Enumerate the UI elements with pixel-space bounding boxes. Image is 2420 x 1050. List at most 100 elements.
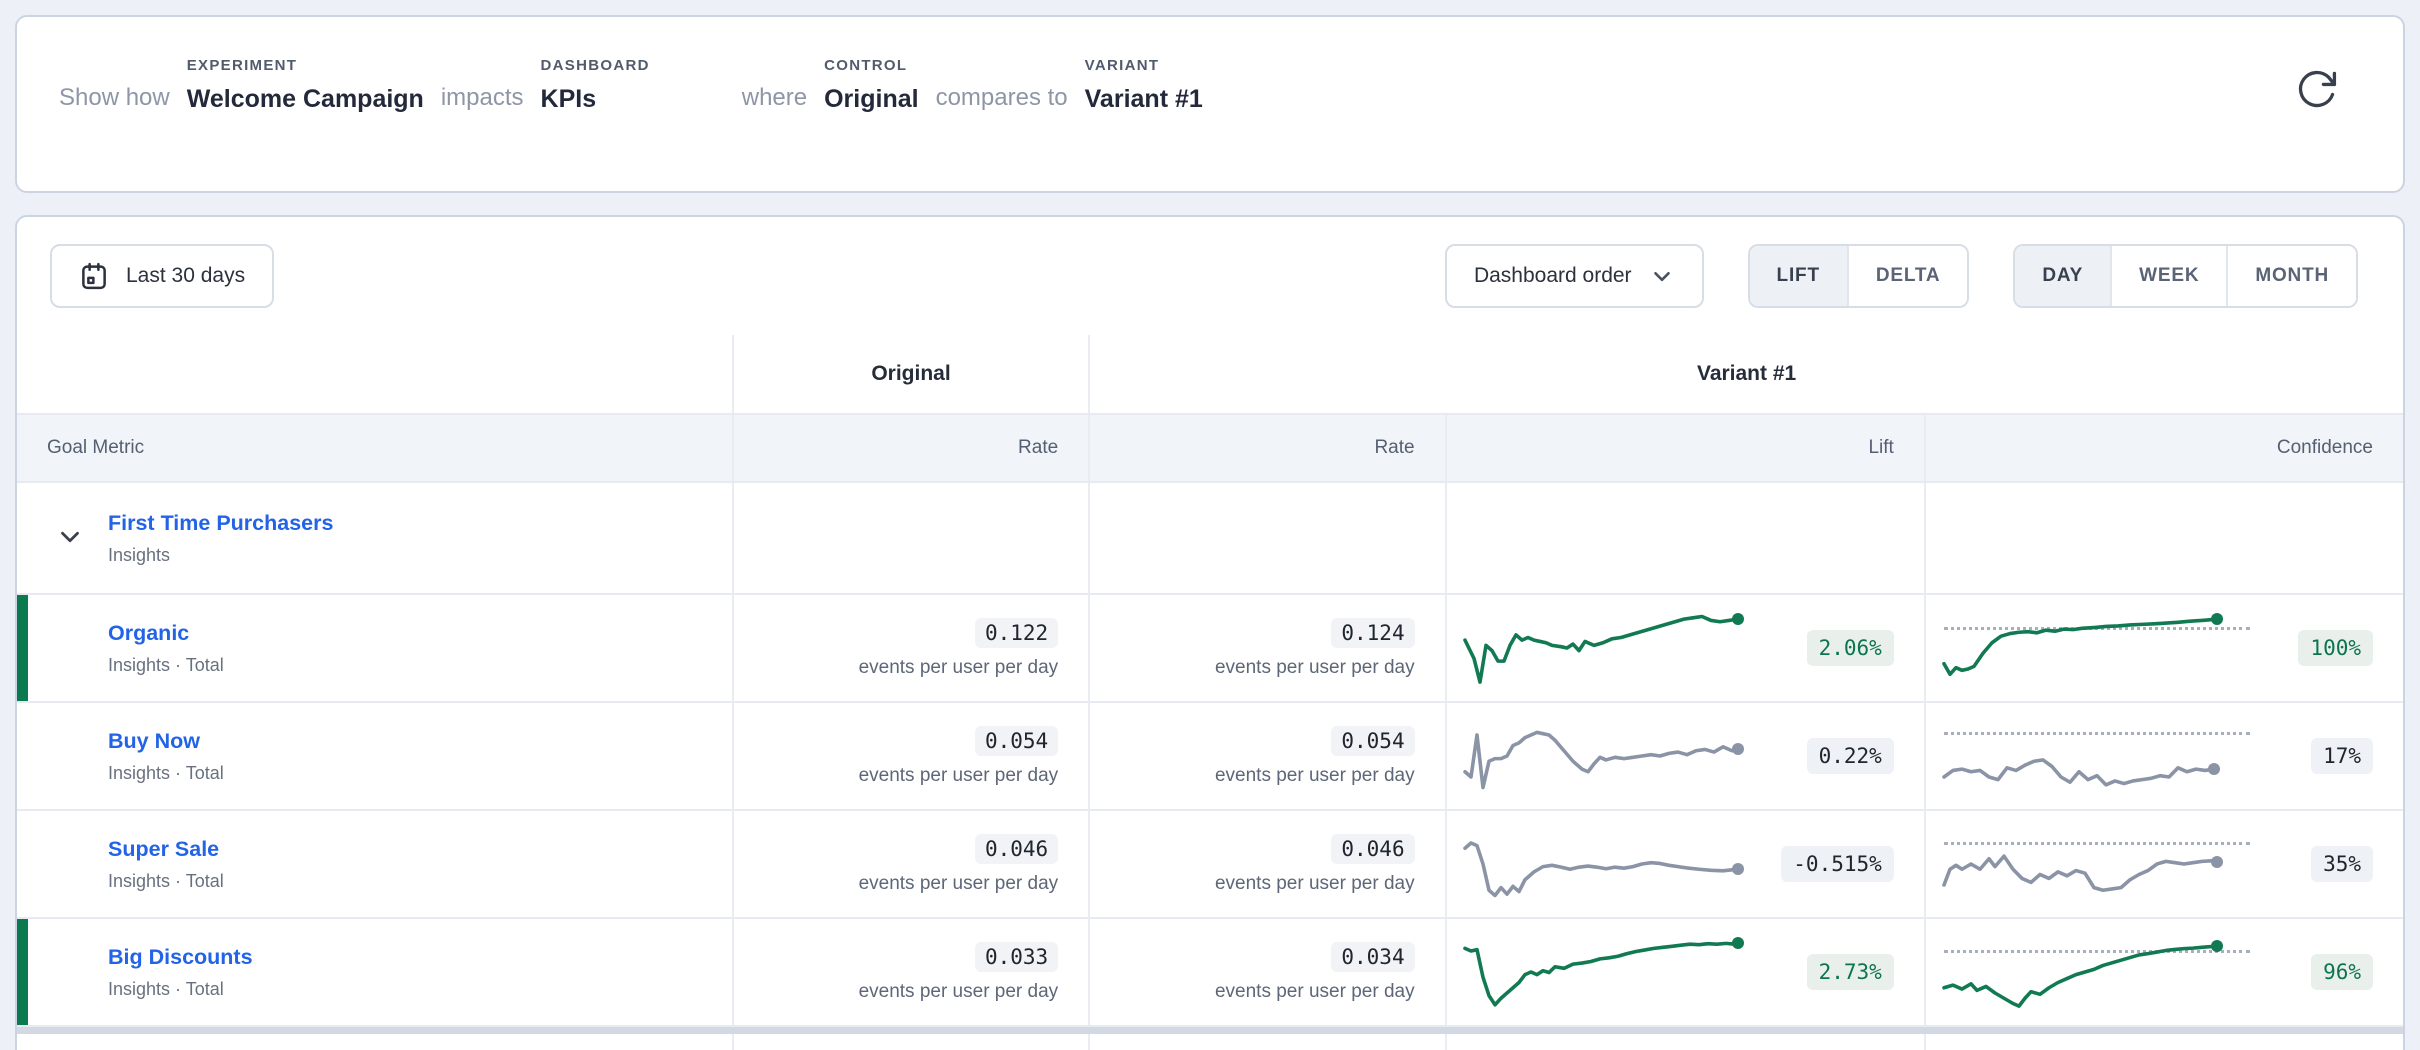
experiment-label: EXPERIMENT (186, 57, 298, 74)
metric-source-label: Insights · Total (108, 978, 224, 999)
variant-rate-cell: 0.034 events per user per day (1090, 919, 1447, 1025)
rate-unit-label: events per user per day (858, 980, 1059, 1002)
variant-label: VARIANT (1084, 57, 1160, 74)
empty-cell (1926, 1034, 2403, 1050)
control-selector[interactable]: Original (824, 85, 919, 113)
metric-name-link[interactable]: Organic (108, 620, 190, 645)
lift-cell: 2.06% (1447, 595, 1926, 701)
dashboard-label: DASHBOARD (540, 57, 650, 74)
confidence-sparkline-endpoint-dot (2207, 763, 2220, 776)
lift-value-badge: -0.515% (1781, 846, 1894, 882)
expand-collapse-button[interactable] (55, 522, 85, 552)
chevron-down-icon (55, 531, 85, 555)
confidence-value-badge: 35% (2311, 846, 2373, 882)
table-column-header-row: Goal Metric Rate Rate Lift Confidence (17, 415, 2403, 483)
goal-metric-cell: Super Sale Insights · Total (17, 811, 734, 917)
sort-order-dropdown[interactable]: Dashboard order (1444, 244, 1704, 308)
experiment-selector[interactable]: Welcome Campaign (186, 85, 424, 113)
toggle-delta[interactable]: DELTA (1846, 246, 1968, 306)
control-column-header: Original (734, 335, 1091, 413)
metric-name-link[interactable]: Super Sale (108, 836, 220, 861)
toggle-lift[interactable]: LIFT (1749, 246, 1847, 306)
toggle-day[interactable]: DAY (2015, 246, 2111, 306)
group-name-link[interactable]: First Time Purchasers (108, 510, 334, 535)
confidence-sparkline-endpoint-dot (2210, 855, 2223, 868)
confidence-sparkline (1944, 714, 2250, 798)
toggle-month[interactable]: MONTH (2226, 246, 2356, 306)
lift-sparkline (1465, 930, 1765, 1014)
control-rate-value: 0.046 (974, 833, 1059, 864)
refresh-button[interactable] (2295, 67, 2339, 111)
sentence-prefix: Show how (59, 84, 170, 111)
granularity-toggle: DAY WEEK MONTH (2013, 244, 2358, 308)
goal-metric-cell: First Time Purchasers Insights (17, 483, 734, 593)
goal-metric-column-header: Goal Metric (17, 415, 734, 481)
control-label: CONTROL (824, 57, 908, 74)
lift-sparkline (1465, 822, 1765, 906)
toolbar: Last 30 days Dashboard order LIFT DELTA D… (17, 217, 2403, 335)
control-rate-cell: 0.046 events per user per day (734, 811, 1091, 917)
metric-name-link[interactable]: Buy Now (108, 728, 200, 753)
confidence-sparkline-endpoint-dot (2210, 939, 2223, 952)
lift-cell: 0.22% (1447, 703, 1926, 809)
metric-source-label: Insights · Total (108, 870, 224, 891)
variant-rate-cell: 0.124 events per user per day (1090, 595, 1447, 701)
table-body: First Time Purchasers Insights Organic Insi… (17, 483, 2403, 1027)
horizontal-scrollbar[interactable] (17, 1027, 2403, 1034)
variant-rate-column-header: Rate (1090, 415, 1447, 481)
lift-sparkline (1465, 606, 1765, 690)
control-rate-column-header: Rate (734, 415, 1091, 481)
control-rate-value: 0.122 (974, 617, 1059, 648)
confidence-sparkline (1944, 606, 2250, 690)
toggle-week[interactable]: WEEK (2110, 246, 2227, 306)
confidence-value-badge: 17% (2311, 738, 2373, 774)
report-sentence: Show how EXPERIMENT Welcome Campaign imp… (17, 17, 2403, 114)
dashboard-group-row: First Time Purchasers Insights (17, 483, 2403, 595)
control-slot: CONTROL Original (824, 57, 918, 114)
variant-selector[interactable]: Variant #1 (1084, 85, 1203, 113)
date-range-button[interactable]: Last 30 days (50, 244, 275, 308)
empty-cell (17, 1034, 734, 1050)
table-row-clipped (17, 1034, 2403, 1050)
confidence-sparkline-endpoint-dot (2210, 613, 2223, 626)
lift-value-badge: 2.73% (1806, 954, 1894, 990)
control-rate-cell: 0.122 events per user per day (734, 595, 1091, 701)
significance-threshold-line (1943, 732, 2250, 736)
significance-threshold-line (1943, 949, 2250, 953)
confidence-column-header: Confidence (2276, 437, 2373, 458)
confidence-value-badge: 96% (2311, 954, 2373, 990)
rate-unit-label: events per user per day (1214, 764, 1415, 786)
significance-threshold-line (1943, 841, 2250, 845)
metric-source-label: Insights · Total (108, 762, 224, 783)
variant-rate-value: 0.054 (1331, 725, 1415, 756)
sort-order-label: Dashboard order (1473, 264, 1632, 287)
refresh-icon (2295, 70, 2339, 114)
dashboard-selector[interactable]: KPIs (540, 85, 597, 113)
empty-cell (1090, 483, 1447, 593)
goal-metric-cell: Organic Insights · Total (17, 595, 734, 701)
rate-unit-label: events per user per day (858, 872, 1059, 894)
lift-delta-toggle: LIFT DELTA (1747, 244, 1970, 308)
control-rate-value: 0.054 (974, 725, 1059, 756)
empty-cell (1447, 483, 1926, 593)
lift-value-badge: 2.06% (1806, 630, 1894, 666)
lift-sparkline (1465, 714, 1765, 798)
rate-unit-label: events per user per day (858, 656, 1059, 678)
metric-name-link[interactable]: Big Discounts (108, 944, 253, 969)
rate-unit-label: events per user per day (1214, 980, 1415, 1002)
metric-row: Buy Now Insights · Total 0.054 events per u… (17, 703, 2403, 811)
confidence-sparkline (1944, 930, 2250, 1014)
variant-rate-cell: 0.054 events per user per day (1090, 703, 1447, 809)
variant-column-header: Variant #1 (1696, 362, 1797, 385)
experiment-slot: EXPERIMENT Welcome Campaign (187, 57, 424, 114)
control-rate-cell: 0.033 events per user per day (734, 919, 1091, 1025)
connector-compares-to: compares to (935, 84, 1068, 111)
lift-sparkline-endpoint-dot (1731, 863, 1744, 876)
variant-slot: VARIANT Variant #1 (1085, 57, 1203, 114)
metric-row: Super Sale Insights · Total 0.046 events pe… (17, 811, 2403, 919)
empty-cell (1090, 1034, 1447, 1050)
confidence-cell: 100% (1926, 595, 2403, 701)
significant-row-accent-strip (17, 919, 28, 1025)
toolbar-right: Dashboard order LIFT DELTA DAY WEEK MONTH (1444, 244, 2358, 308)
rate-unit-label: events per user per day (858, 764, 1059, 786)
